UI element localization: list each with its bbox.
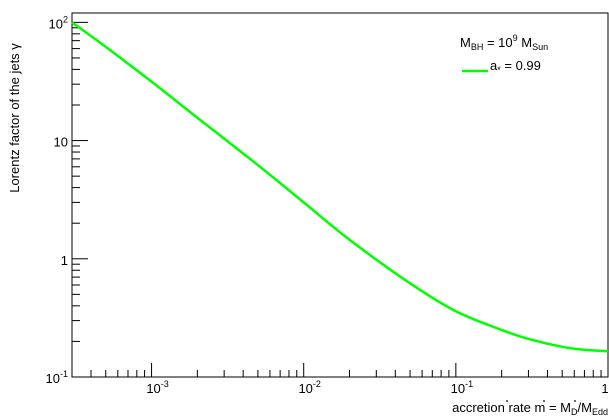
x-tick-label: 10-2 — [298, 379, 320, 396]
y-tick-label: 10 — [54, 135, 68, 150]
y-major-ticks — [72, 21, 88, 378]
series-line-a099 — [71, 21, 609, 353]
x-major-ticks — [151, 363, 609, 377]
y-tick-label: 10-1 — [46, 369, 68, 386]
x-minor-ticks — [71, 370, 602, 377]
plot-frame — [71, 12, 609, 378]
y-minor-ticks — [72, 27, 80, 342]
x-tick-label: 1 — [601, 381, 608, 396]
y-tick-labels: 10-1 1 10 102 — [46, 14, 68, 386]
legend-label-a099: a* = 0.99 — [490, 58, 541, 75]
x-axis-title: accretion rate m = MD/MEdd — [452, 400, 608, 417]
legend: MBH = 109 MSun a* = 0.99 — [460, 33, 548, 75]
y-axis-title: Lorentz factor of the jets γ — [7, 43, 22, 193]
x-tick-labels: 10-3 10-2 10-1 1 — [146, 379, 608, 396]
x-tick-label: 10-1 — [451, 379, 473, 396]
legend-header: MBH = 109 MSun — [460, 33, 548, 52]
x-axis-title-dots — [506, 400, 576, 402]
y-tick-label: 1 — [61, 253, 68, 268]
y-tick-label: 102 — [49, 14, 68, 31]
x-tick-label: 10-3 — [146, 379, 168, 396]
